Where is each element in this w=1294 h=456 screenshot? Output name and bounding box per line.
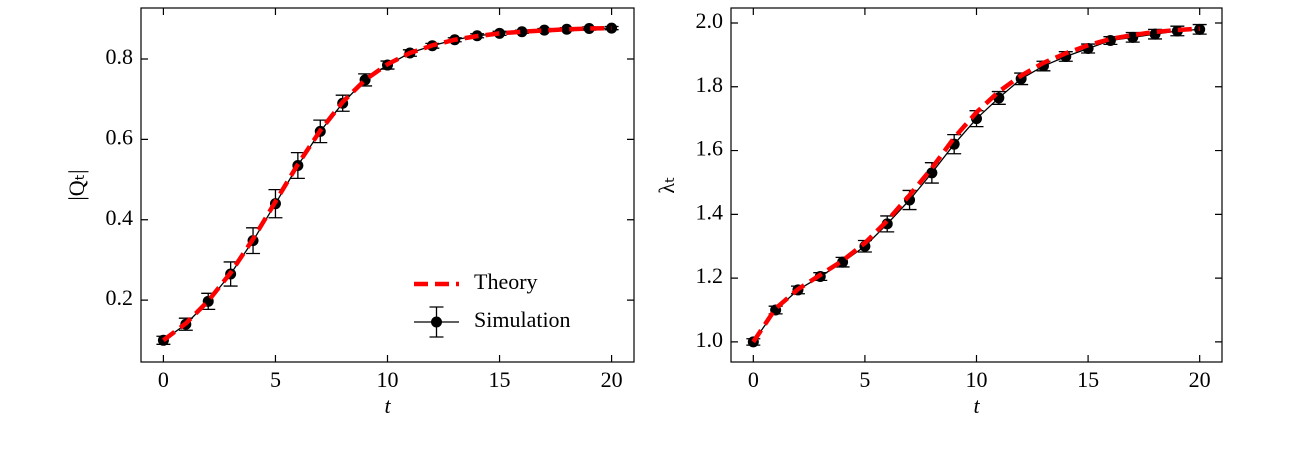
x-tick-label: 20 bbox=[1189, 367, 1211, 392]
legend-marker bbox=[431, 316, 442, 328]
legend-label: Theory bbox=[474, 269, 538, 294]
y-tick-label: 1.2 bbox=[696, 263, 724, 288]
y-tick-label: 1.4 bbox=[696, 199, 724, 224]
y-tick-label: 0.4 bbox=[106, 205, 134, 230]
x-tick-label: 5 bbox=[859, 367, 870, 392]
data-point bbox=[583, 22, 595, 34]
data-point bbox=[926, 167, 938, 179]
data-point bbox=[516, 26, 528, 38]
simulation-line bbox=[163, 27, 612, 341]
y-tick-label: 1.6 bbox=[696, 136, 724, 161]
data-point bbox=[561, 23, 573, 35]
plot-frame bbox=[730, 7, 1223, 363]
y-axis-label: |Qₜ| bbox=[64, 169, 89, 200]
y-tick-label: 1.0 bbox=[696, 327, 724, 352]
x-tick-label: 15 bbox=[489, 367, 511, 392]
y-tick-label: 0.6 bbox=[106, 124, 134, 149]
y-tick-label: 0.2 bbox=[106, 285, 134, 310]
theory-line bbox=[751, 26, 1200, 344]
data-point bbox=[494, 27, 506, 39]
x-tick-label: 20 bbox=[601, 367, 623, 392]
theory-line bbox=[162, 25, 612, 343]
x-tick-label: 15 bbox=[1077, 367, 1099, 392]
x-axis-label: t bbox=[973, 393, 980, 418]
y-tick-label: 0.8 bbox=[106, 44, 134, 69]
simulation-line bbox=[752, 28, 1200, 343]
x-tick-label: 10 bbox=[377, 367, 399, 392]
x-tick-label: 10 bbox=[966, 367, 988, 392]
x-tick-label: 0 bbox=[748, 367, 759, 392]
y-tick-label: 2.0 bbox=[696, 8, 724, 33]
data-point bbox=[1127, 31, 1139, 43]
x-tick-label: 5 bbox=[270, 367, 281, 392]
y-axis-label: λₜ bbox=[654, 176, 679, 193]
x-tick-label: 0 bbox=[158, 367, 169, 392]
y-tick-label: 1.8 bbox=[696, 72, 724, 97]
x-axis-label: t bbox=[384, 393, 391, 418]
legend-label: Simulation bbox=[474, 307, 571, 332]
data-point bbox=[538, 24, 550, 36]
